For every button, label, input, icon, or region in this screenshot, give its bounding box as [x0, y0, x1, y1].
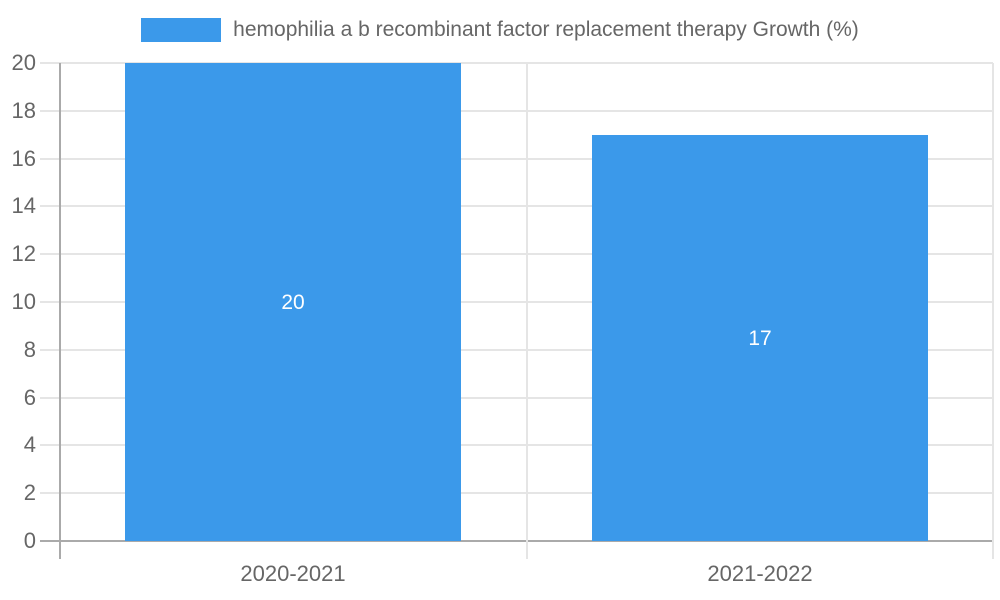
legend-label: hemophilia a b recombinant factor replac…: [233, 18, 859, 41]
legend-swatch: [141, 18, 222, 42]
y-axis-tick-label: 8: [23, 337, 36, 362]
gridline-horizontal: [40, 253, 993, 255]
x-axis-tick-label: 2020-2021: [240, 561, 346, 586]
x-axis-line: [40, 540, 993, 542]
gridline-horizontal: [40, 301, 993, 303]
bar[interactable]: [592, 135, 928, 541]
gridline-vertical: [992, 63, 994, 559]
gridline-horizontal: [40, 158, 993, 160]
legend-item[interactable]: hemophilia a b recombinant factor replac…: [0, 12, 1000, 48]
gridline-horizontal: [40, 349, 993, 351]
gridline-horizontal: [40, 492, 993, 494]
y-axis-tick-label: 0: [23, 528, 36, 553]
y-axis-tick-label: 12: [11, 241, 36, 266]
gridline-vertical: [526, 63, 528, 559]
bar-value-label: 20: [281, 291, 305, 314]
gridline-horizontal: [40, 62, 993, 64]
gridline-horizontal: [40, 397, 993, 399]
gridline-horizontal: [40, 444, 993, 446]
gridline-horizontal: [40, 205, 993, 207]
y-axis-tick-label: 14: [11, 193, 36, 218]
y-axis-tick-label: 20: [11, 50, 36, 75]
bar-value-label: 17: [748, 327, 772, 350]
y-axis-tick-label: 4: [23, 432, 36, 457]
y-axis-tick-label: 2: [23, 480, 36, 505]
gridline-horizontal: [40, 110, 993, 112]
bar[interactable]: [125, 63, 461, 541]
y-axis-tick-label: 16: [11, 146, 36, 171]
x-axis-tick-label: 2021-2022: [707, 561, 813, 586]
y-axis-tick-label: 18: [11, 98, 36, 123]
y-axis-tick-label: 6: [23, 385, 36, 410]
y-axis-tick-label: 10: [11, 289, 36, 314]
y-axis-line: [59, 63, 61, 559]
